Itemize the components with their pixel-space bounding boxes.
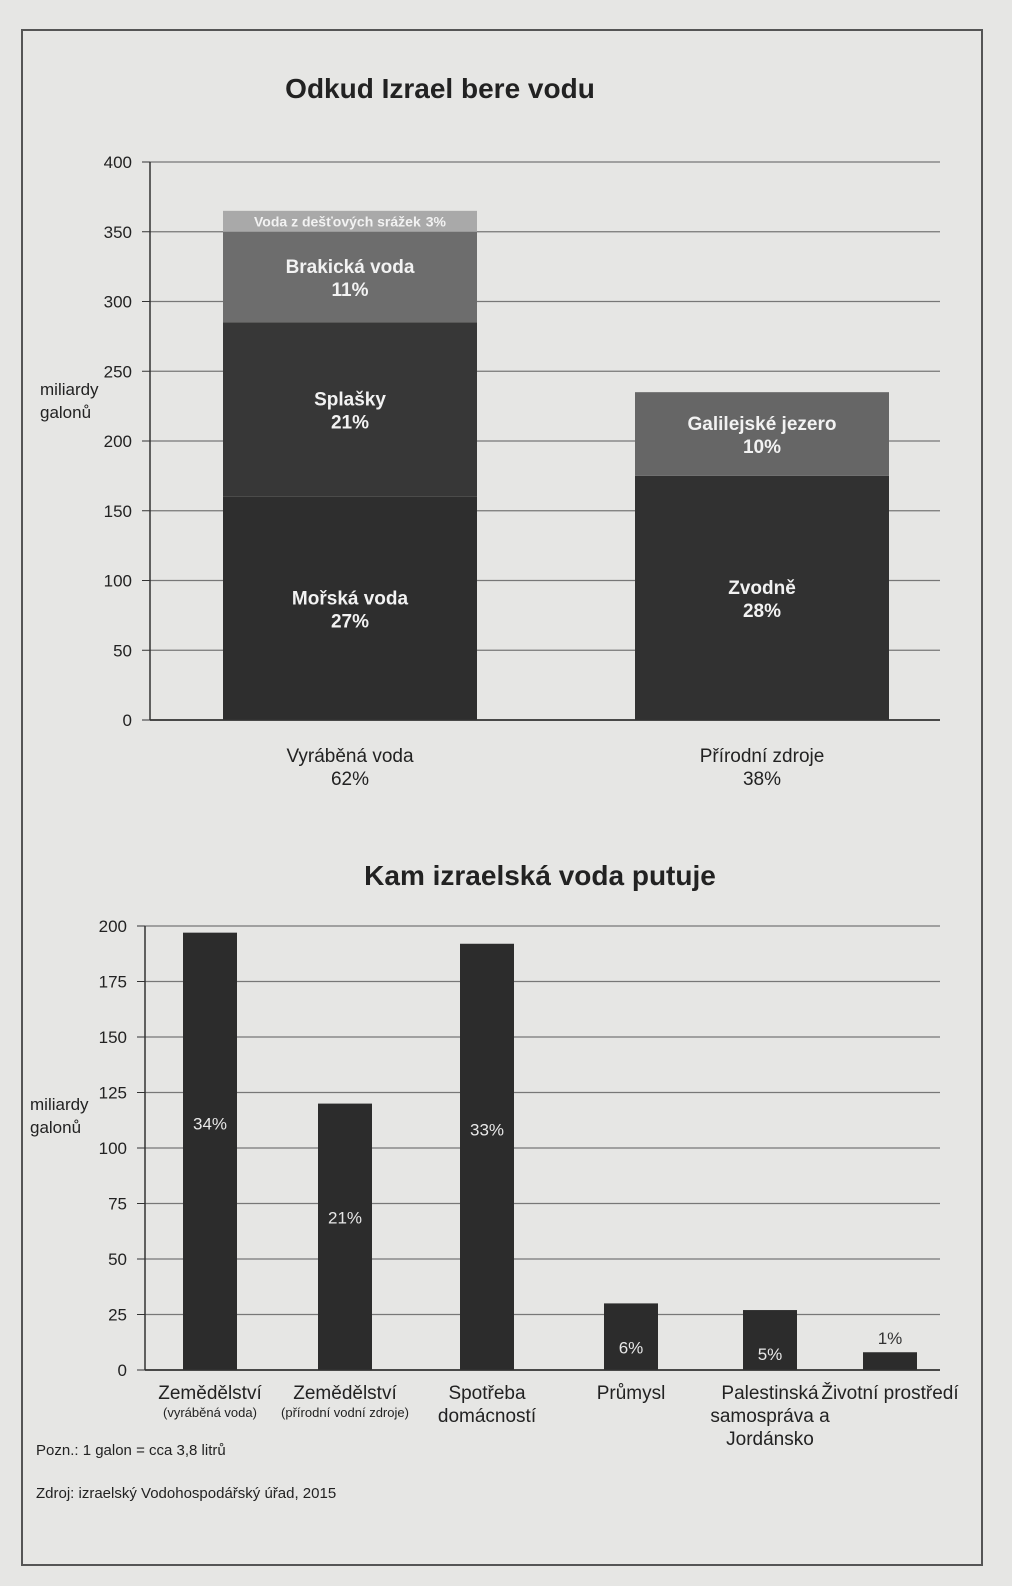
share-label: 34% xyxy=(193,1114,227,1133)
category-share: 38% xyxy=(687,768,837,791)
segment-share: 10% xyxy=(743,437,781,458)
segment-share: 21% xyxy=(331,413,369,434)
segment-name: Voda z dešťových srážek xyxy=(254,213,421,229)
share-label: 21% xyxy=(328,1208,362,1227)
bar xyxy=(318,1104,372,1370)
y-tick-label: 100 xyxy=(104,572,132,591)
category-note: (vyráběná voda) xyxy=(135,1405,285,1420)
charts: Odkud Izrael bere vodu miliardy galonů 0 50 1… xyxy=(0,0,1012,1586)
page: Odkud Izrael bere vodu miliardy galonů 0 50 1… xyxy=(0,0,1012,1586)
segment-share: 28% xyxy=(743,601,781,622)
segment-name: Zvodně xyxy=(728,578,796,599)
category-name: Zemědělství xyxy=(158,1383,261,1404)
segment-label: Voda z dešťových srážek 3% xyxy=(254,213,447,229)
share-label: 5% xyxy=(758,1345,783,1364)
y-tick-label: 175 xyxy=(99,973,127,992)
y-tick-label: 200 xyxy=(99,917,127,936)
x-tick-label: Průmysl xyxy=(556,1382,706,1405)
y-tick-label: 0 xyxy=(118,1361,127,1380)
category-name: Spotřeba domácností xyxy=(438,1383,536,1427)
segment-share: 11% xyxy=(332,280,369,301)
bar xyxy=(604,1303,658,1370)
y-axis-label: miliardy galonů xyxy=(30,1095,89,1137)
y-axis-label-line: miliardy xyxy=(40,380,99,399)
x-tick-label: Spotřeba domácností xyxy=(412,1382,562,1428)
bar xyxy=(183,933,237,1370)
y-axis-label: miliardy galonů xyxy=(40,380,99,422)
segment-name: Mořská voda xyxy=(292,588,409,609)
y-tick-label: 200 xyxy=(104,432,132,451)
chart-title: Kam izraelská voda putuje xyxy=(364,860,716,891)
segment-name: Brakická voda xyxy=(286,257,415,278)
category-name: Průmysl xyxy=(597,1383,666,1404)
category-name: Vyráběná voda xyxy=(286,746,413,767)
note: Pozn.: 1 galon = cca 3,8 litrů xyxy=(36,1442,226,1459)
category-name: Přírodní zdroje xyxy=(700,746,825,767)
y-tick-label: 75 xyxy=(108,1195,127,1214)
y-tick-label: 250 xyxy=(104,362,132,381)
share-label: 1% xyxy=(878,1329,903,1348)
share-label: 33% xyxy=(470,1121,504,1140)
y-axis-label-line: miliardy xyxy=(30,1095,89,1114)
y-axis-label-line: galonů xyxy=(40,403,91,422)
y-tick-label: 50 xyxy=(108,1250,127,1269)
y-tick-label: 350 xyxy=(104,223,132,242)
y-tick-label: 50 xyxy=(113,641,132,660)
share-label: 6% xyxy=(619,1338,644,1357)
segment-share: 3% xyxy=(426,213,447,229)
category-name: Zemědělství xyxy=(293,1383,396,1404)
chart-title: Odkud Izrael bere vodu xyxy=(285,73,595,104)
category-name: Palestinská samospráva a Jordánsko xyxy=(710,1383,829,1450)
y-tick-label: 25 xyxy=(108,1306,127,1325)
y-tick-label: 150 xyxy=(104,502,132,521)
segment-share: 27% xyxy=(331,611,369,632)
x-tick-label: Životní prostředí xyxy=(815,1382,965,1405)
category-share: 62% xyxy=(275,768,425,791)
category-name: Životní prostředí xyxy=(821,1383,958,1404)
y-tick-label: 400 xyxy=(104,153,132,172)
x-tick-label: Zemědělství(přírodní vodní zdroje) xyxy=(270,1382,420,1420)
y-tick-label: 150 xyxy=(99,1028,127,1047)
y-tick-label: 0 xyxy=(123,711,132,730)
source: Zdroj: izraelský Vodohospodářský úřad, 2… xyxy=(36,1485,336,1502)
segment-name: Splašky xyxy=(314,390,386,411)
y-tick-label: 300 xyxy=(104,293,132,312)
y-tick-label: 100 xyxy=(99,1139,127,1158)
segment-name: Galilejské jezero xyxy=(688,414,837,435)
y-tick-label: 125 xyxy=(99,1084,127,1103)
x-tick-label: Zemědělství(vyráběná voda) xyxy=(135,1382,285,1420)
y-axis-label-line: galonů xyxy=(30,1118,81,1137)
category-note: (přírodní vodní zdroje) xyxy=(270,1405,420,1420)
bar xyxy=(863,1352,917,1370)
bar xyxy=(460,944,514,1370)
